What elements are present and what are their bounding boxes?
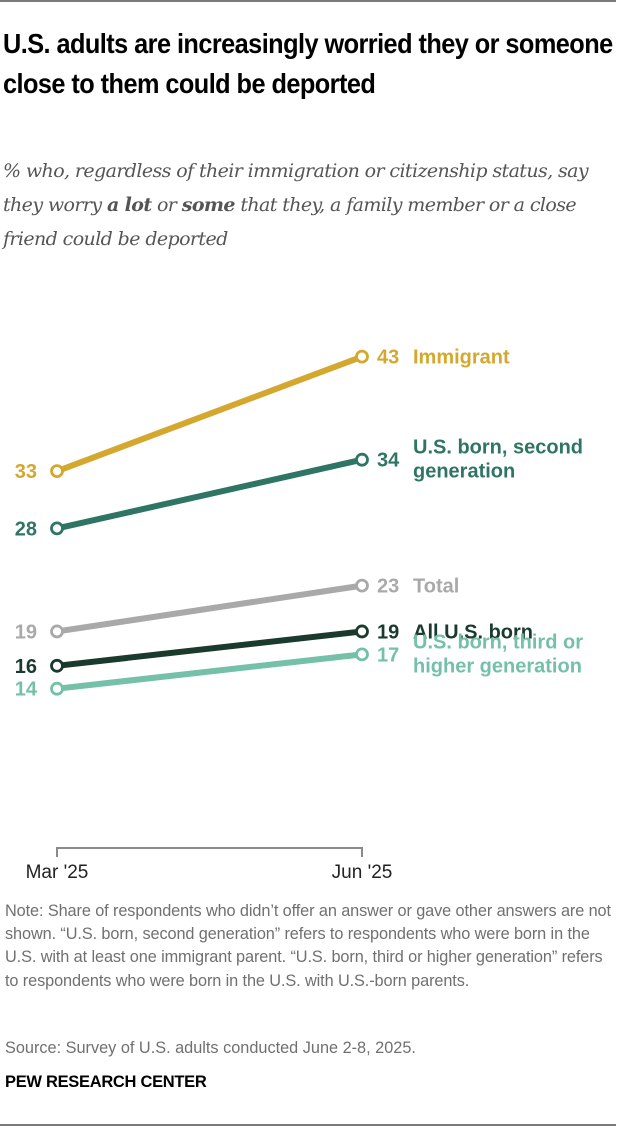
x-axis-line [56, 847, 363, 857]
data-label-end: 43 [377, 347, 399, 369]
subtitle-text: that they, a family member or a close fr… [3, 194, 577, 250]
data-label-start: 14 [15, 679, 38, 701]
pew-research-center-logo: PEW RESEARCH CENTER [5, 1073, 207, 1091]
series-legend-label: All U.S. born [413, 621, 533, 643]
series-legend-label: generation [413, 461, 515, 483]
data-label-end: 17 [377, 644, 399, 666]
x-tick-label: Mar '25 [26, 862, 89, 880]
data-point [50, 681, 64, 696]
chart-subtitle: % who, regardless of their immigration o… [3, 154, 615, 256]
data-point [50, 624, 64, 639]
data-point [50, 658, 64, 673]
series-legend-label: U.S. born, third or [413, 631, 583, 653]
data-label-end: 34 [377, 450, 400, 472]
data-point [50, 464, 64, 479]
chart-title: U.S. adults are increasingly worried the… [3, 28, 613, 99]
chart-note: Note: Share of respondents who didn’t of… [5, 902, 611, 990]
bottom-rule [0, 1124, 616, 1126]
data-label-end: 19 [377, 621, 399, 643]
series-legend-label: U.S. born, second [413, 437, 583, 459]
subtitle-emphasis: a lot [106, 194, 152, 216]
data-point [355, 349, 369, 364]
series-line-1 [56, 456, 363, 532]
series-line-2 [56, 582, 363, 635]
chart-source: Source: Survey of U.S. adults conducted … [5, 1039, 416, 1057]
x-tick-label: Jun '25 [332, 862, 393, 880]
data-point [355, 452, 369, 467]
data-point [355, 624, 369, 639]
series-line-0 [55, 353, 364, 474]
series-line-3 [56, 628, 363, 669]
subtitle-text: % who, regardless of their immigration o… [3, 160, 589, 216]
data-label-end: 23 [377, 576, 399, 598]
series-legend-label: Total [413, 576, 459, 598]
series-legend-label: higher generation [413, 655, 582, 677]
data-label-start: 19 [15, 621, 37, 643]
data-label-start: 28 [15, 518, 37, 540]
data-point [50, 521, 64, 536]
data-point [355, 647, 369, 662]
top-rule [0, 0, 616, 2]
data-point [355, 578, 369, 593]
data-label-start: 16 [15, 656, 37, 678]
series-legend-label: Immigrant [413, 347, 510, 369]
line-chart: Mar '25 Jun '25 33 43 Immigrant 28 34 U.S. born… [15, 347, 583, 880]
data-label-start: 33 [15, 461, 37, 483]
series-line-4 [56, 651, 363, 692]
subtitle-emphasis: some [181, 194, 236, 216]
subtitle-text: or [151, 194, 182, 216]
